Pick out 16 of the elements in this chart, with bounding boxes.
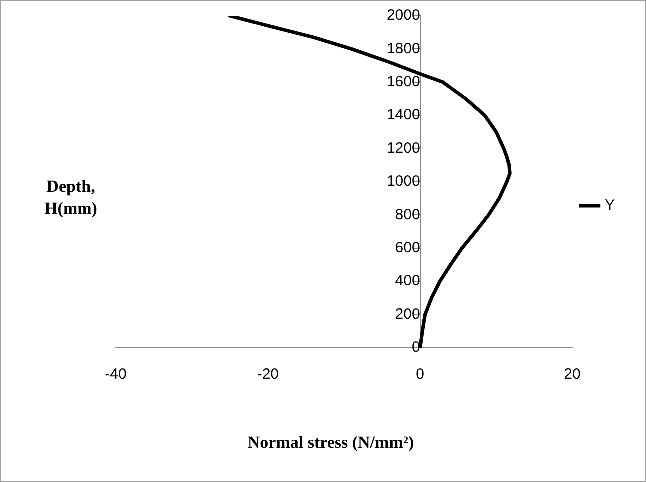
y-tick-label: 400 xyxy=(395,272,420,290)
legend-label: Y xyxy=(604,197,616,214)
y-tick-label: 1800 xyxy=(386,40,420,58)
x-tick-label: 20 xyxy=(564,366,581,384)
y-tick-label: 200 xyxy=(395,306,420,323)
y-tick-label: 1400 xyxy=(386,106,420,124)
y-tick-label: 800 xyxy=(395,206,420,224)
y-tick-label: 1000 xyxy=(386,173,420,190)
x-axis-title: Normal stress (N/mm²) xyxy=(246,433,416,453)
y-tick-label: 600 xyxy=(395,240,420,257)
y-tick-label: 2000 xyxy=(386,7,420,24)
x-tick-label: -20 xyxy=(257,366,280,384)
y-axis-title: Depth, H(mm) xyxy=(44,176,98,220)
y-tick-label: 1200 xyxy=(386,140,420,157)
y-tick-label: 1600 xyxy=(386,74,420,91)
x-tick-label: -40 xyxy=(105,366,127,384)
